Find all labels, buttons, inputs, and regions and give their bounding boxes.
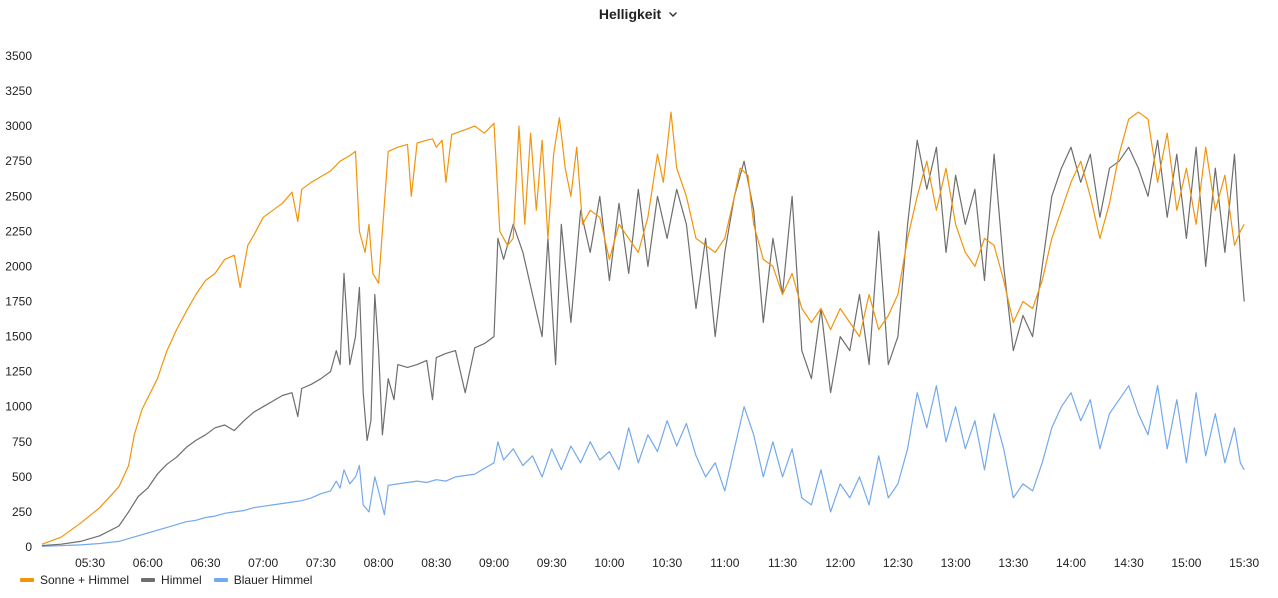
legend-swatch (213, 578, 228, 582)
y-tick-label: 2250 (5, 224, 32, 238)
x-tick-label: 09:30 (537, 556, 567, 570)
y-tick-label: 750 (12, 435, 32, 449)
x-tick-label: 06:30 (190, 556, 220, 570)
chevron-down-icon (669, 12, 678, 17)
y-tick-label: 250 (12, 505, 32, 519)
x-tick-label: 07:30 (306, 556, 336, 570)
x-tick-label: 10:30 (652, 556, 682, 570)
x-tick-label: 08:30 (421, 556, 451, 570)
x-tick-label: 11:30 (768, 556, 797, 570)
x-tick-label: 12:30 (883, 556, 913, 570)
legend-item[interactable]: Sonne + Himmel (20, 573, 129, 587)
chart-title-text: Helligkeit (598, 6, 662, 22)
y-tick-label: 2750 (5, 154, 32, 168)
series-line-blauer-himmel[interactable] (41, 385, 1245, 547)
x-tick-label: 14:00 (1056, 556, 1086, 570)
x-axis: 05:30 06:00 06:30 07:00 07:30 08:00 08:30 09:00… (75, 556, 1259, 570)
legend-swatch (20, 578, 34, 582)
x-tick-label: 06:00 (133, 556, 163, 570)
legend-item[interactable]: Himmel (141, 573, 202, 587)
x-tick-label: 15:30 (1229, 556, 1259, 570)
y-tick-label: 2500 (5, 189, 32, 203)
x-tick-label: 12:00 (825, 556, 855, 570)
x-tick-label: 13:00 (941, 556, 971, 570)
x-tick-label: 11:00 (710, 556, 739, 570)
y-tick-label: 500 (12, 470, 32, 484)
y-tick-label: 1000 (5, 400, 32, 414)
legend-item[interactable]: Blauer Himmel (213, 573, 313, 587)
y-tick-label: 0 (25, 540, 32, 554)
x-tick-label: 10:00 (594, 556, 624, 570)
legend-swatch (141, 578, 156, 582)
x-tick-label: 14:30 (1114, 556, 1144, 570)
x-tick-label: 08:00 (364, 556, 394, 570)
y-tick-label: 1250 (5, 365, 32, 379)
legend: Sonne + Himmel Himmel Blauer Himmel (20, 573, 312, 587)
series-layer (41, 111, 1245, 547)
chart-title[interactable]: Helligkeit (599, 6, 679, 22)
series-line-himmel[interactable] (41, 139, 1245, 547)
x-tick-label: 15:00 (1171, 556, 1201, 570)
y-tick-label: 2000 (5, 259, 32, 273)
y-axis: 0 250 500 750 1000 1250 1500 1750 2000 2250 2500 27… (5, 49, 32, 554)
y-tick-label: 1500 (5, 330, 32, 344)
series-line-sonne-himmel[interactable] (41, 111, 1245, 545)
legend-label: Sonne + Himmel (40, 573, 130, 587)
x-tick-label: 05:30 (75, 556, 105, 570)
y-tick-label: 1750 (5, 295, 32, 309)
x-tick-label: 07:00 (248, 556, 278, 570)
x-tick-label: 13:30 (998, 556, 1028, 570)
legend-label: Blauer Himmel (233, 573, 313, 587)
x-tick-label: 09:00 (479, 556, 509, 570)
y-tick-label: 3250 (5, 84, 32, 98)
legend-label: Himmel (161, 573, 202, 587)
y-tick-label: 3000 (5, 119, 32, 133)
y-tick-label: 3500 (5, 49, 32, 63)
